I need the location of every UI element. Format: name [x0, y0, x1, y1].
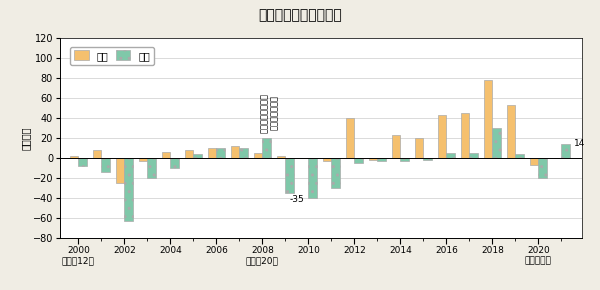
Bar: [254, 153, 262, 158]
Bar: [446, 153, 455, 158]
Bar: [424, 158, 432, 160]
Bar: [230, 146, 239, 158]
Bar: [170, 158, 179, 168]
Bar: [101, 158, 110, 172]
Bar: [562, 144, 570, 158]
Bar: [239, 148, 248, 158]
Bar: [161, 152, 170, 158]
Bar: [392, 135, 400, 158]
Bar: [368, 158, 377, 160]
Bar: [346, 118, 355, 158]
Bar: [208, 148, 217, 158]
Bar: [70, 156, 79, 158]
Bar: [308, 158, 317, 198]
Bar: [193, 154, 202, 158]
Bar: [506, 105, 515, 158]
Bar: [469, 153, 478, 158]
Legend: 女性, 男性: 女性, 男性: [70, 47, 154, 65]
Bar: [484, 80, 493, 158]
Bar: [185, 150, 193, 158]
Bar: [277, 156, 286, 158]
Bar: [400, 158, 409, 161]
Text: 14: 14: [574, 139, 586, 148]
Bar: [286, 158, 294, 193]
Y-axis label: （万人）: （万人）: [21, 126, 31, 150]
Bar: [415, 138, 424, 158]
Bar: [217, 148, 225, 158]
Bar: [461, 113, 469, 158]
Bar: [493, 128, 501, 158]
Bar: [92, 150, 101, 158]
Bar: [355, 158, 363, 163]
Text: 労働力人口（前年差）: 労働力人口（前年差）: [258, 8, 342, 22]
Bar: [148, 158, 156, 178]
Bar: [116, 158, 124, 183]
Bar: [515, 154, 524, 158]
Text: -35: -35: [289, 195, 304, 204]
Bar: [377, 158, 386, 161]
Text: リーマンショック
２００８年９月: リーマンショック ２００８年９月: [260, 93, 279, 133]
Bar: [262, 138, 271, 158]
Bar: [323, 158, 331, 161]
Bar: [79, 158, 87, 166]
Bar: [139, 158, 148, 161]
Bar: [538, 158, 547, 178]
Bar: [530, 158, 538, 165]
Bar: [437, 115, 446, 158]
Bar: [331, 158, 340, 188]
Bar: [124, 158, 133, 221]
